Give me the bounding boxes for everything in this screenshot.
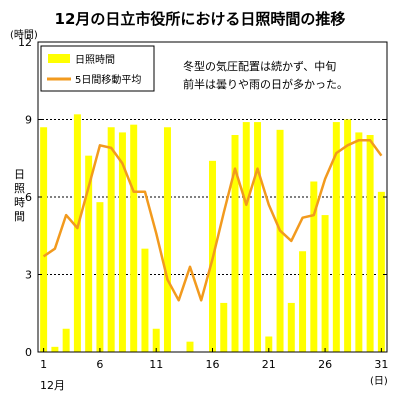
legend-bar-label: 日照時間	[75, 54, 115, 66]
y-tick-label: 0	[25, 346, 32, 359]
bar	[220, 302, 228, 352]
moving-average-polyline	[42, 138, 383, 302]
annotation-line-2: 前半は曇りや雨の日が多かった。	[183, 77, 348, 91]
bar	[355, 132, 363, 352]
x-axis-ticks: 1 6 11 16 21 26 31	[40, 348, 388, 371]
y-tick-label: 3	[25, 269, 32, 282]
x-tick-label: 1	[40, 358, 47, 371]
x-tick-label: 21	[262, 358, 276, 371]
bar	[40, 127, 48, 352]
bar	[163, 127, 171, 352]
x-tick-label: 16	[206, 358, 220, 371]
bar	[85, 155, 93, 352]
bar	[141, 248, 149, 352]
x-unit-label: (日)	[370, 376, 388, 387]
legend-line-label: 5日間移動平均	[75, 73, 141, 86]
bar	[254, 122, 262, 352]
bar	[299, 251, 307, 352]
bar	[231, 135, 239, 352]
bar	[276, 129, 284, 352]
x-tick-label: 31	[374, 358, 388, 371]
y-tick-label: 9	[25, 114, 32, 127]
bar	[344, 119, 352, 352]
bar	[287, 302, 295, 352]
bars	[40, 114, 385, 353]
bar	[107, 127, 115, 352]
y-tick-label: 6	[25, 191, 32, 204]
x-tick-label: 26	[318, 358, 332, 371]
bar	[62, 328, 70, 352]
bar	[96, 202, 104, 352]
y-axis-ticks: 0 3 6 9 12	[18, 36, 387, 359]
bar	[265, 336, 273, 352]
bar	[186, 341, 194, 352]
bar	[332, 122, 340, 352]
y-axis-label: 日照時間	[14, 168, 25, 223]
month-label: 12月	[40, 379, 65, 392]
bar	[130, 124, 138, 353]
bar	[51, 346, 59, 352]
bar	[310, 181, 318, 352]
x-tick-label: 11	[149, 358, 163, 371]
bar	[321, 215, 329, 352]
annotation-line-1: 冬型の気圧配置は続かず、中旬	[183, 59, 336, 73]
bar	[152, 328, 160, 352]
moving-average-line	[42, 138, 383, 302]
bar	[242, 122, 250, 352]
x-tick-label: 6	[96, 358, 103, 371]
y-unit-label: (時間)	[10, 29, 38, 41]
legend: 日照時間 5日間移動平均	[40, 45, 155, 92]
bar	[366, 135, 374, 352]
legend-box	[40, 45, 155, 92]
bar	[377, 191, 385, 352]
y-tick-label: 12	[18, 36, 32, 49]
bar	[118, 132, 126, 352]
chart-title: 12月の日立市役所における日照時間の推移	[54, 10, 346, 28]
bar	[73, 114, 81, 352]
legend-bar-swatch	[48, 54, 70, 63]
